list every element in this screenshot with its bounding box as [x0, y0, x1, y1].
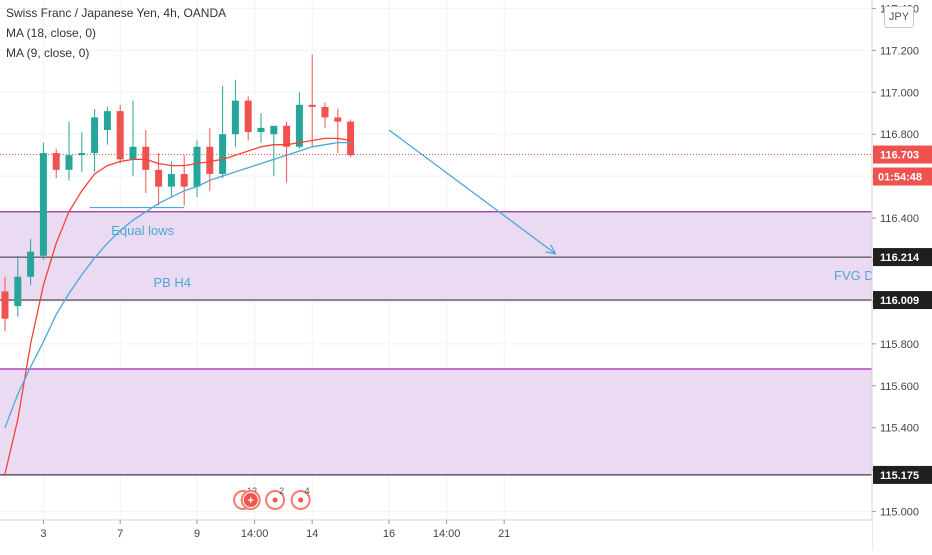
candle-body[interactable]	[1, 291, 9, 319]
level-badge-bg	[873, 465, 932, 484]
level-badge: 116.214	[880, 252, 920, 264]
candle-body[interactable]	[270, 125, 278, 135]
x-tick-label: 14:00	[433, 528, 461, 540]
candle-body[interactable]	[103, 111, 111, 130]
candle-body[interactable]	[78, 153, 86, 156]
projection-arrowhead	[545, 244, 557, 255]
candle-body[interactable]	[308, 104, 316, 107]
level-badge-bg	[873, 291, 932, 310]
candle-body[interactable]	[231, 100, 239, 135]
zone-rect[interactable]	[0, 211, 872, 301]
event-plus-fill	[243, 493, 258, 507]
level-badge: 115.175	[880, 470, 919, 482]
candle-body[interactable]	[65, 155, 73, 170]
x-tick-label: 14	[306, 528, 318, 540]
candle-body[interactable]	[167, 174, 175, 187]
candle-body[interactable]	[283, 125, 291, 147]
x-tick-label: 3	[40, 528, 46, 540]
x-tick-label: 7	[117, 528, 123, 540]
level-badge: 116.009	[880, 295, 919, 307]
pb-h4-label: PB H4	[153, 275, 191, 290]
candle-body[interactable]	[321, 106, 329, 118]
y-tick-label: 115.600	[880, 381, 919, 393]
candle-body[interactable]	[39, 153, 47, 256]
candle-body[interactable]	[257, 127, 265, 133]
event-dot	[298, 497, 304, 503]
price-axis-bg[interactable]	[872, 0, 932, 550]
currency-badge[interactable]: JPY	[884, 6, 914, 28]
ma9-line	[4, 141, 351, 428]
x-tick-label: 14:00	[241, 528, 269, 540]
candle-body[interactable]	[295, 104, 303, 147]
candle-body[interactable]	[52, 153, 60, 170]
candle-body[interactable]	[129, 146, 137, 160]
candle-body[interactable]	[347, 121, 355, 156]
candle-body[interactable]	[334, 117, 342, 122]
candle-body[interactable]	[142, 146, 150, 170]
candle-body[interactable]	[193, 146, 201, 187]
event-plus-icon: +	[248, 495, 254, 507]
y-tick-label: 117.200	[880, 45, 919, 57]
countdown-badge-bg	[873, 167, 932, 186]
time-axis-bg[interactable]	[0, 520, 872, 550]
x-tick-label: 16	[383, 528, 395, 540]
chart-title: Swiss Franc / Japanese Yen, 4h, OANDA	[6, 6, 227, 20]
y-tick-label: 116.800	[880, 129, 919, 141]
current-price-badge: 116.703	[880, 150, 919, 162]
event-count-label: 4	[305, 486, 310, 496]
current-price-badge-bg	[873, 145, 932, 164]
candle-body[interactable]	[27, 251, 35, 277]
candle-body[interactable]	[206, 146, 214, 175]
countdown-badge: 01:54:48	[878, 172, 922, 184]
zone-rect[interactable]	[0, 369, 872, 475]
level-badge-bg	[873, 248, 932, 267]
y-tick-label: 117.000	[880, 87, 919, 99]
y-tick-label: 116.400	[880, 213, 919, 225]
candle-body[interactable]	[14, 276, 22, 307]
candle-body[interactable]	[180, 174, 188, 187]
candle-body[interactable]	[219, 134, 227, 175]
ma18-legend: MA (18, close, 0)	[6, 26, 97, 40]
y-tick-label: 115.800	[880, 339, 919, 351]
candle-body[interactable]	[155, 169, 163, 187]
y-tick-label: 115.400	[880, 423, 919, 435]
projection-arrow[interactable]	[388, 129, 556, 255]
fvg-label: FVG D	[834, 268, 874, 283]
ma9-legend: MA (9, close, 0)	[6, 46, 90, 60]
event-count-label: 2	[279, 486, 284, 496]
y-tick-label: 115.000	[880, 507, 919, 519]
x-tick-label: 9	[194, 528, 200, 540]
equal-lows-label: Equal lows	[111, 223, 174, 238]
ma18-line	[4, 137, 351, 475]
event-dot	[272, 497, 278, 503]
candle-body[interactable]	[116, 111, 124, 160]
candle-body[interactable]	[244, 100, 252, 133]
x-tick-label: 21	[498, 528, 510, 540]
candle-body[interactable]	[91, 117, 99, 154]
